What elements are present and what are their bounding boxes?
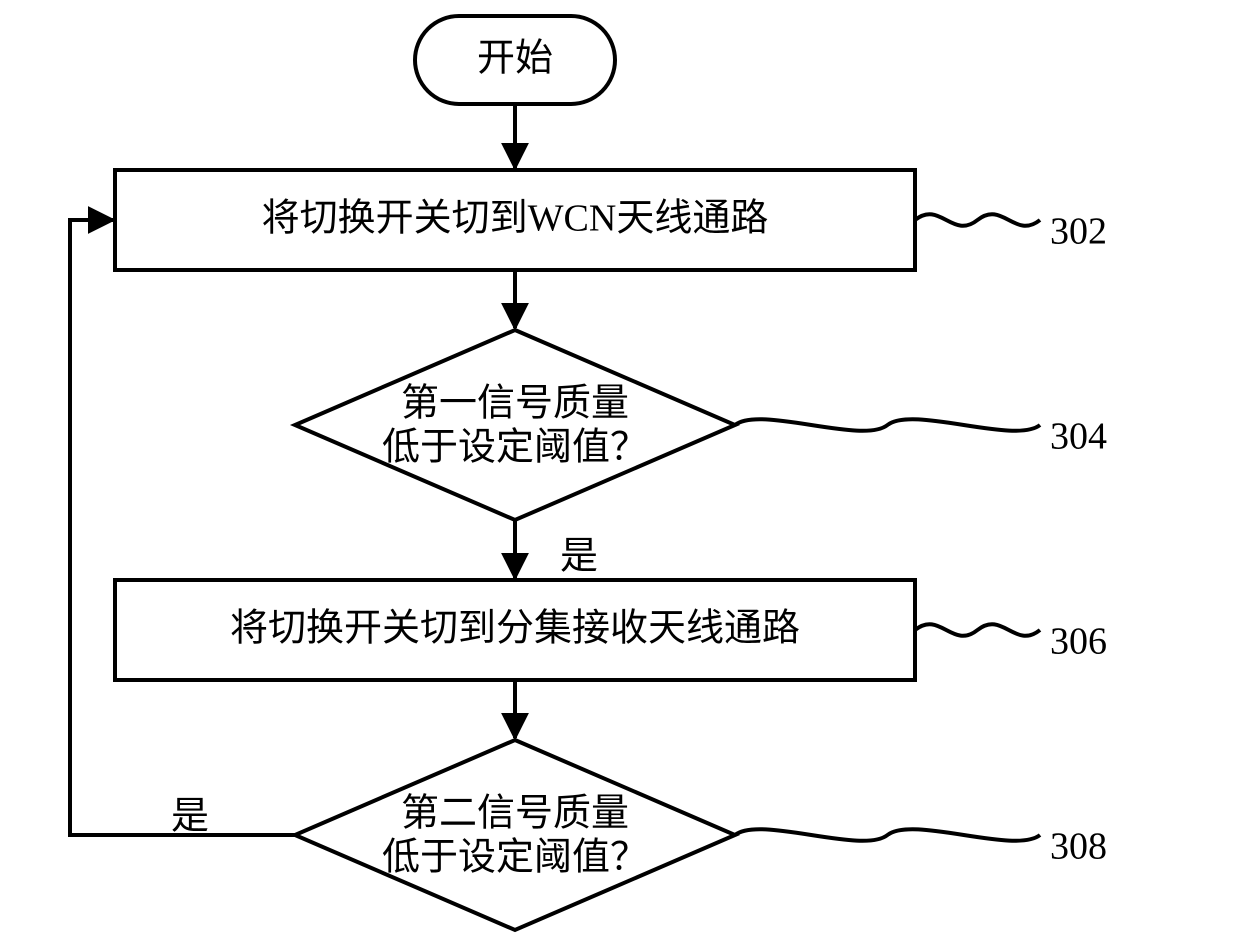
decision-308-ref: 308 xyxy=(1050,826,1107,868)
decision-304-line1: 第一信号质量 xyxy=(401,383,629,425)
decision-304-yes: 是 xyxy=(560,536,598,578)
step-306-ref: 306 xyxy=(1050,621,1107,663)
step-306-label: 将切换开关切到分集接收天线通路 xyxy=(230,608,800,650)
decision-308-line2: 低于设定阈值？ xyxy=(382,837,648,879)
arrow-308-loop xyxy=(70,220,295,835)
decision-304-squiggle xyxy=(735,419,1040,431)
decision-304-ref: 304 xyxy=(1050,416,1107,458)
step-306-squiggle xyxy=(915,624,1040,636)
decision-308-squiggle xyxy=(735,829,1040,841)
decision-304-line2: 低于设定阈值？ xyxy=(382,427,648,469)
step-302-label: 将切换开关切到WCN天线通路 xyxy=(262,198,769,240)
decision-308-yes: 是 xyxy=(171,796,209,838)
start-label: 开始 xyxy=(477,38,553,80)
decision-308-line1: 第二信号质量 xyxy=(401,793,629,835)
decision-304 xyxy=(295,330,735,520)
decision-308 xyxy=(295,740,735,930)
step-302-ref: 302 xyxy=(1050,211,1107,253)
step-302-squiggle xyxy=(915,214,1040,226)
flowchart: 开始将切换开关切到WCN天线通路302第一信号质量低于设定阈值？304是将切换开… xyxy=(0,0,1240,938)
